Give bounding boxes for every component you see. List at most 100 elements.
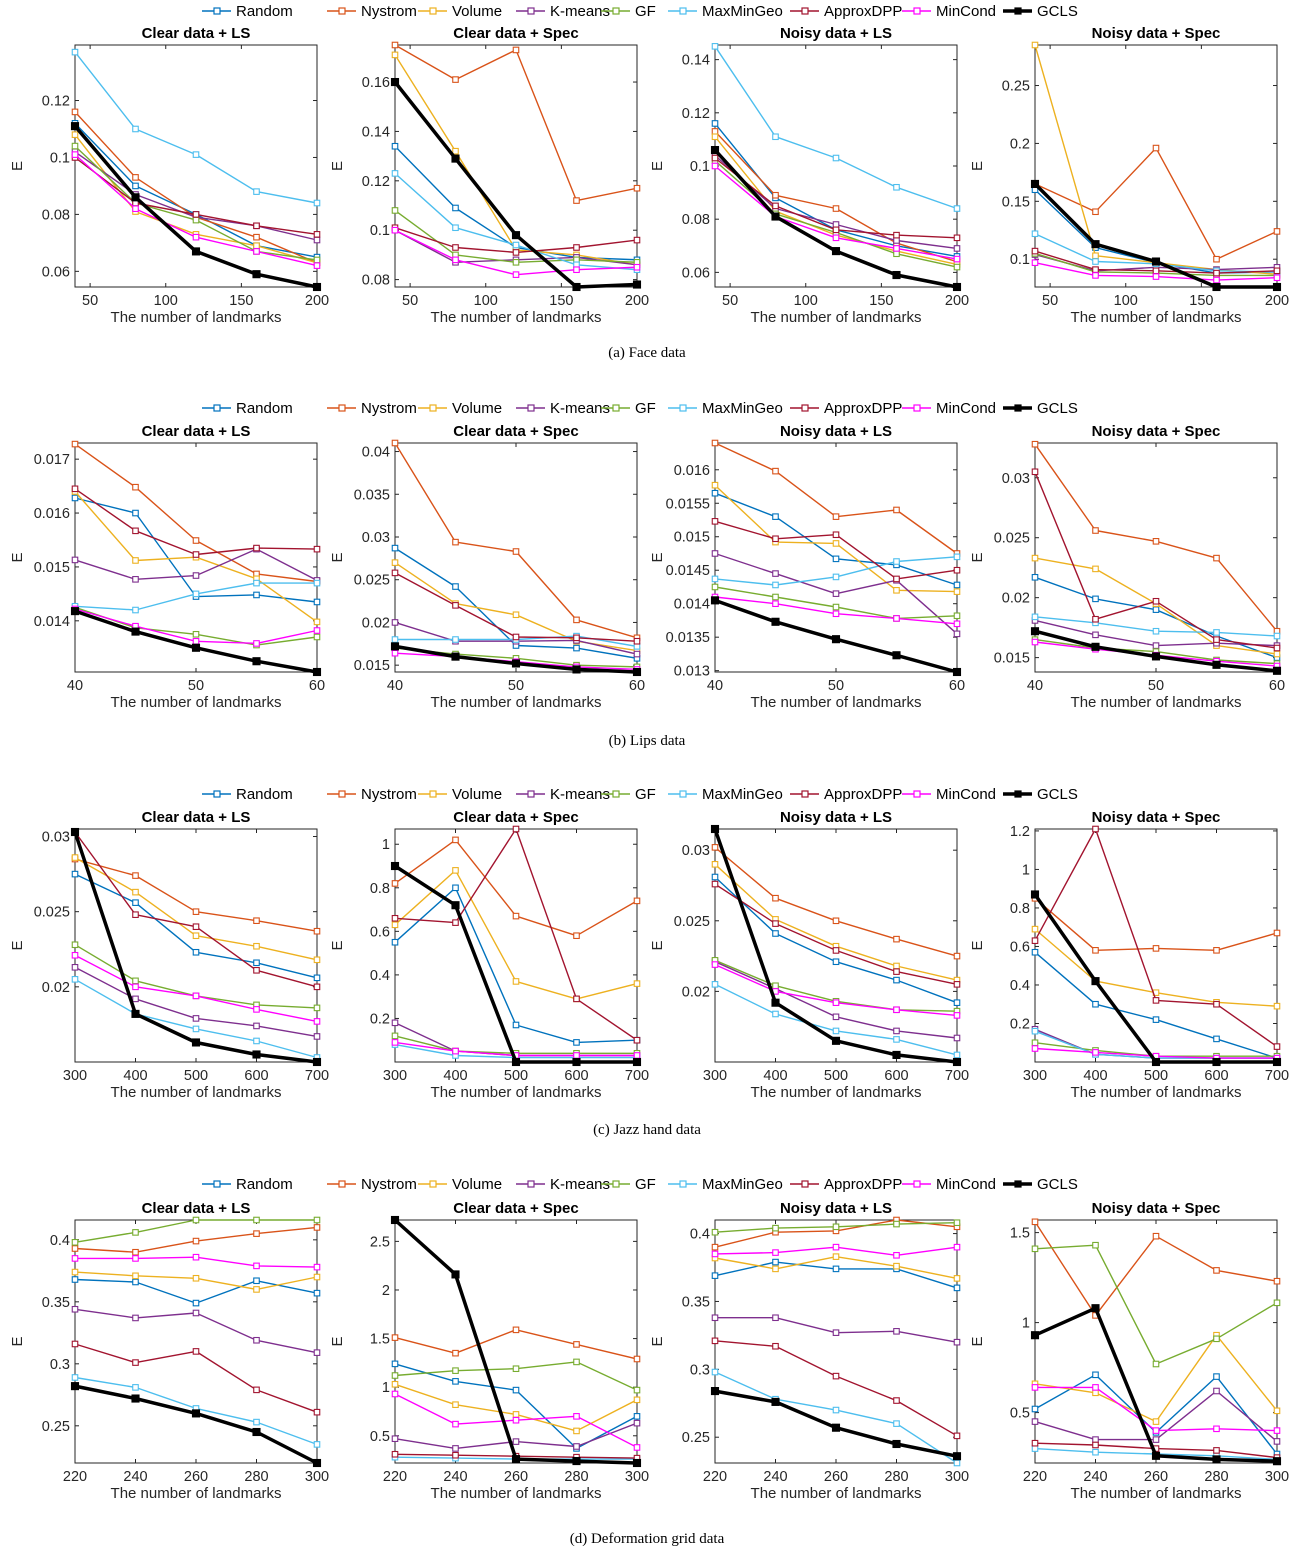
- data-point-random: [512, 1021, 520, 1029]
- data-point-nystrom: [313, 927, 321, 935]
- legend-item-volume: Volume: [418, 786, 502, 803]
- data-point-gf: [391, 1032, 399, 1040]
- legend-marker-maxmingeo: [679, 790, 687, 798]
- y-tick-label: 0.06: [42, 264, 70, 280]
- legend-marker-k-means: [527, 790, 535, 798]
- y-tick-label: 0.8: [370, 881, 390, 897]
- y-axis-label: E: [9, 161, 26, 171]
- data-point-random: [893, 976, 900, 984]
- x-tick-label: 500: [504, 1068, 528, 1084]
- data-point-gcls: [952, 667, 962, 677]
- data-point-gf: [893, 250, 900, 258]
- legend-item-volume: Volume: [418, 400, 502, 417]
- data-point-approxdpp: [192, 923, 200, 931]
- data-point-maxmingeo: [772, 581, 779, 589]
- y-tick-label: 0.25: [1002, 79, 1030, 95]
- data-point-maxmingeo: [1152, 627, 1160, 635]
- data-point-maxmingeo: [253, 188, 260, 195]
- legend-label-approxdpp: ApproxDPP: [824, 1176, 902, 1193]
- y-tick-label: 0.02: [682, 984, 710, 1000]
- data-point-gcls: [1091, 1304, 1100, 1313]
- data-point-maxmingeo: [132, 1384, 139, 1391]
- legend-marker-gcls: [1014, 790, 1022, 798]
- x-axis-label: The number of landmarks: [431, 309, 602, 326]
- data-point-volume: [893, 587, 900, 594]
- x-tick-label: 240: [123, 1469, 147, 1485]
- y-tick-label: 0.12: [42, 94, 70, 110]
- data-point-random: [832, 1265, 840, 1273]
- y-tick-label: 0.0145: [666, 563, 710, 579]
- data-point-gcls: [1151, 652, 1161, 661]
- data-point-approxdpp: [1031, 468, 1039, 476]
- series-line-nystrom: [1034, 897, 1278, 951]
- x-axis-label: The number of landmarks: [751, 1084, 922, 1101]
- legend-item-k-means: K-means: [516, 1176, 610, 1193]
- data-point-maxmingeo: [832, 154, 840, 162]
- y-axis-label: E: [969, 552, 986, 562]
- data-point-mincond: [1031, 1045, 1039, 1052]
- series-group: [390, 1215, 642, 1468]
- y-tick-label: 0.02: [362, 615, 390, 631]
- data-point-mincond: [573, 266, 580, 274]
- legend-item-gf: GF: [601, 1176, 656, 1193]
- chart-title: Noisy data + LS: [780, 25, 892, 42]
- data-point-mincond: [192, 1253, 200, 1261]
- data-point-gcls: [1091, 977, 1100, 986]
- legend-label-gcls: GCLS: [1037, 786, 1078, 803]
- data-point-nystrom: [253, 917, 260, 924]
- data-point-mincond: [313, 262, 321, 269]
- data-point-maxmingeo: [71, 1374, 79, 1381]
- series-line-random: [714, 876, 958, 1004]
- series-group: [1030, 825, 1282, 1067]
- legend-label-random: Random: [236, 1176, 293, 1193]
- data-point-k-means: [573, 1443, 580, 1450]
- chart-title: Noisy data + Spec: [1092, 25, 1221, 42]
- data-point-maxmingeo: [253, 579, 260, 587]
- data-point-approxdpp: [573, 995, 580, 1003]
- y-tick-label: 0.025: [994, 531, 1030, 547]
- data-point-nystrom: [1213, 554, 1220, 562]
- legend-marker-volume: [429, 404, 437, 412]
- data-point-random: [313, 1289, 321, 1297]
- chart-panel-r4c4: 220 240 260 280 300 0.5 1 1.5 Noisy data + Spec T…: [969, 1200, 1289, 1502]
- data-point-gcls: [451, 901, 460, 910]
- x-tick-label: 220: [1023, 1469, 1047, 1485]
- data-point-k-means: [1092, 1436, 1099, 1443]
- data-point-nystrom: [573, 197, 580, 204]
- series-line-random: [74, 1278, 318, 1304]
- chart-panel-r2c2: 40 50 60 0.015 0.02 0.025 0.03 0.035 0.04 Clear d…: [329, 423, 645, 711]
- data-point-k-means: [1092, 631, 1099, 639]
- chart-panel-r3c2: 300 400 500 600 700 0.2 0.4 0.6 0.8 1 Clear data +…: [329, 809, 649, 1101]
- x-axis-label: The number of landmarks: [111, 309, 282, 326]
- x-tick-label: 600: [244, 1068, 268, 1084]
- legend-label-gf: GF: [635, 1176, 656, 1193]
- legend-item-random: Random: [202, 786, 293, 803]
- data-point-mincond: [391, 226, 399, 234]
- series-line-nystrom: [394, 44, 638, 202]
- y-tick-label: 0.03: [682, 843, 710, 859]
- data-point-nystrom: [633, 184, 641, 192]
- legend-marker-k-means: [527, 7, 535, 15]
- data-point-nystrom: [953, 952, 961, 960]
- data-point-nystrom: [772, 191, 779, 199]
- data-point-maxmingeo: [192, 590, 200, 598]
- y-tick-label: 0.5: [1010, 1406, 1030, 1422]
- data-point-random: [132, 509, 139, 517]
- data-point-gf: [192, 216, 200, 224]
- data-point-gf: [953, 263, 961, 271]
- data-point-mincond: [1092, 1049, 1099, 1056]
- data-point-mincond: [711, 162, 719, 170]
- legend-item-gcls: GCLS: [1003, 3, 1078, 20]
- y-axis-label: E: [649, 940, 666, 950]
- data-point-mincond: [1031, 1384, 1039, 1391]
- chart-title: Noisy data + LS: [780, 423, 892, 440]
- y-tick-label: 0.03: [362, 530, 390, 546]
- data-point-volume: [71, 131, 79, 138]
- data-point-mincond: [452, 256, 459, 264]
- data-point-gf: [953, 612, 961, 620]
- chart-panel-r1c3: 50 100 150 200 0.06 0.08 0.1 0.12 0.14 Noisy data…: [649, 25, 969, 326]
- y-tick-label: 0.3: [690, 1362, 710, 1378]
- y-axis-label: E: [329, 552, 346, 562]
- data-point-nystrom: [772, 894, 779, 902]
- data-point-k-means: [391, 1019, 399, 1027]
